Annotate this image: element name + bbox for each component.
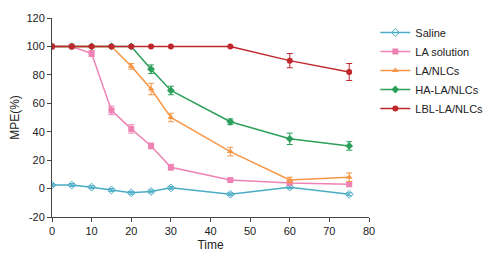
- svg-text:LA solution: LA solution: [415, 46, 469, 58]
- svg-text:HA-LA/NLCs: HA-LA/NLCs: [415, 84, 478, 96]
- svg-text:70: 70: [323, 225, 335, 237]
- svg-text:80: 80: [33, 69, 45, 81]
- svg-text:Time: Time: [197, 238, 224, 252]
- svg-text:10: 10: [86, 225, 98, 237]
- svg-text:100: 100: [26, 40, 44, 52]
- svg-text:20: 20: [125, 225, 137, 237]
- svg-text:60: 60: [284, 225, 296, 237]
- svg-text:-20: -20: [29, 211, 45, 223]
- svg-text:40: 40: [204, 225, 216, 237]
- svg-text:50: 50: [244, 225, 256, 237]
- svg-text:MPE(%): MPE(%): [8, 95, 22, 140]
- svg-text:LA/NLCs: LA/NLCs: [415, 65, 460, 77]
- svg-text:20: 20: [33, 154, 45, 166]
- svg-text:0: 0: [39, 182, 45, 194]
- svg-text:120: 120: [26, 12, 44, 24]
- svg-text:0: 0: [49, 225, 55, 237]
- svg-text:30: 30: [165, 225, 177, 237]
- svg-text:80: 80: [363, 225, 375, 237]
- svg-text:40: 40: [33, 126, 45, 138]
- svg-text:Saline: Saline: [415, 27, 446, 39]
- svg-text:LBL-LA/NLCs: LBL-LA/NLCs: [415, 103, 483, 115]
- svg-text:60: 60: [33, 97, 45, 109]
